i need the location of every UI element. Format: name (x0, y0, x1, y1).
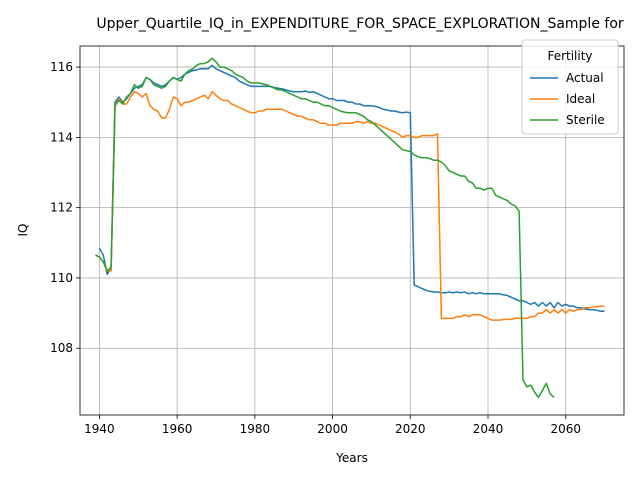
legend-title: Fertility (547, 49, 592, 63)
series-lines (95, 57, 605, 399)
y-tick-label: 114 (50, 130, 73, 144)
x-tick-label: 2000 (317, 422, 348, 436)
legend-label-ideal: Ideal (566, 92, 595, 106)
plot-frame (79, 45, 625, 416)
x-tick-label: 2040 (473, 422, 504, 436)
series-line-ideal (95, 90, 605, 321)
legend: Fertility Actual Ideal Sterile (521, 39, 619, 135)
legend-label-sterile: Sterile (566, 113, 605, 127)
chart-title: Upper_Quartile_IQ_in_EXPENDITURE_FOR_SPA… (96, 16, 624, 32)
x-tick-label: 1940 (84, 422, 115, 436)
x-tick-label: 2020 (395, 422, 426, 436)
y-tick-label: 112 (50, 201, 73, 215)
x-axis-ticks: 1940 1960 1980 2000 2020 2040 2060 (84, 415, 581, 436)
x-tick-label: 1980 (240, 422, 271, 436)
y-tick-label: 108 (50, 341, 73, 355)
y-tick-label: 110 (50, 271, 73, 285)
x-tick-label: 1960 (162, 422, 193, 436)
y-axis-ticks: 108 110 112 114 116 (50, 60, 80, 355)
x-tick-label: 2060 (550, 422, 581, 436)
x-axis-label: Years (335, 451, 368, 465)
series-line-sterile (95, 57, 555, 399)
legend-label-actual: Actual (566, 71, 604, 85)
y-tick-label: 116 (50, 60, 73, 74)
legend-entries: Actual Ideal Sterile (530, 71, 605, 127)
legend-frame (521, 39, 619, 135)
y-axis-label: IQ (16, 224, 30, 237)
grid (80, 46, 624, 415)
